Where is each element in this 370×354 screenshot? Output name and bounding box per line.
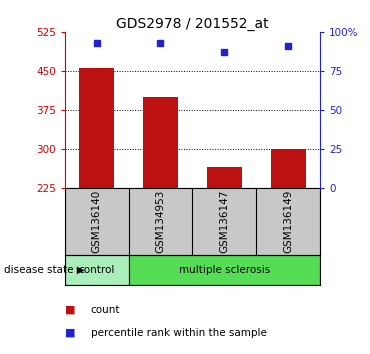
Bar — [270, 149, 306, 188]
Point — [94, 40, 100, 46]
Text: count: count — [91, 305, 120, 315]
Title: GDS2978 / 201552_at: GDS2978 / 201552_at — [116, 17, 269, 31]
Point — [158, 40, 164, 46]
Text: GSM136149: GSM136149 — [283, 189, 293, 253]
Bar — [129, 255, 320, 285]
Text: GSM136140: GSM136140 — [92, 190, 102, 253]
Bar — [79, 68, 114, 188]
Point — [221, 49, 227, 55]
Text: disease state ▶: disease state ▶ — [4, 265, 84, 275]
Text: GSM134953: GSM134953 — [155, 189, 165, 253]
Bar — [207, 167, 242, 188]
Text: control: control — [78, 265, 115, 275]
Text: ■: ■ — [65, 328, 75, 338]
Text: GSM136147: GSM136147 — [219, 189, 229, 253]
Point — [285, 43, 291, 49]
Text: multiple sclerosis: multiple sclerosis — [179, 265, 270, 275]
Text: percentile rank within the sample: percentile rank within the sample — [91, 328, 266, 338]
Text: ■: ■ — [65, 305, 75, 315]
Bar — [143, 97, 178, 188]
Bar — [65, 255, 129, 285]
